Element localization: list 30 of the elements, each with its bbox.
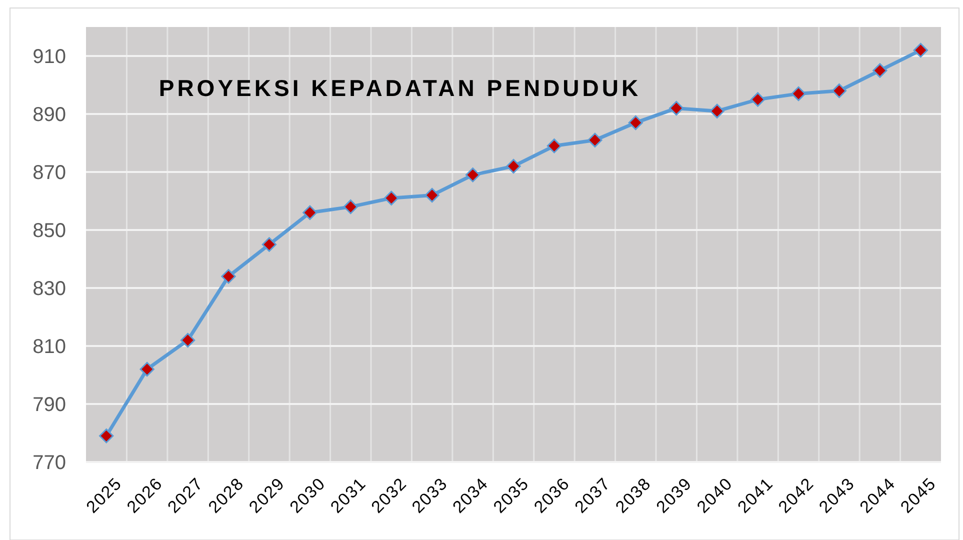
point <box>99 428 114 444</box>
point <box>872 63 888 78</box>
point <box>588 132 602 148</box>
point <box>913 42 928 58</box>
point <box>302 205 318 220</box>
point <box>262 237 277 252</box>
y-tick-label: 850 <box>32 220 66 242</box>
y-tick-label: 830 <box>32 278 66 300</box>
y-tick-label: 870 <box>32 162 66 184</box>
point <box>424 188 440 203</box>
point <box>546 138 562 154</box>
point <box>628 115 643 130</box>
y-tick-label: 770 <box>32 452 66 474</box>
point <box>140 362 154 377</box>
point <box>832 83 847 98</box>
y-tick-label: 810 <box>32 336 66 358</box>
point <box>710 104 724 118</box>
y-tick-label: 790 <box>32 394 66 416</box>
point <box>750 92 766 107</box>
point <box>791 86 806 102</box>
y-tick-label: 890 <box>32 104 66 126</box>
point <box>180 332 196 348</box>
point <box>221 269 236 284</box>
text: PROYEKSI KEPADATAN PENDUDUK <box>158 75 642 102</box>
point <box>343 199 358 214</box>
y-tick-label: 910 <box>32 46 66 68</box>
point <box>669 100 684 116</box>
point <box>384 190 399 206</box>
point <box>506 158 521 174</box>
point <box>465 168 480 182</box>
